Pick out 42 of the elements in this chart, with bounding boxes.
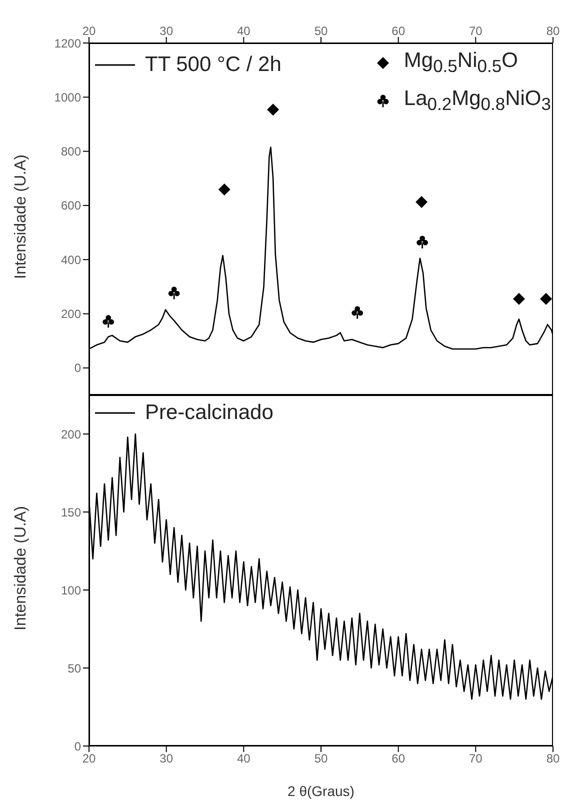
x-tick-label: 80 xyxy=(546,24,560,38)
y-tick-label: 400 xyxy=(60,252,82,267)
point xyxy=(267,104,280,116)
x-axis-title: 2 θ(Graus) xyxy=(288,783,354,799)
y-tick-label: 100 xyxy=(60,583,82,598)
y-axis-title: Intensidade (U.A) xyxy=(12,506,30,630)
legend-label: Mg$_{0.5}$Ni$_{0.5}$O xyxy=(404,49,518,78)
y-tick-label: 150 xyxy=(60,505,82,520)
y-tick-label: 0 xyxy=(74,739,82,754)
y-tick-label: 200 xyxy=(60,307,82,322)
x-tick-label: 70 xyxy=(468,752,483,766)
y-tick-label: 1200 xyxy=(54,36,82,50)
x-tick-label: 40 xyxy=(236,752,251,766)
y-tick-label: 200 xyxy=(60,427,82,442)
x-tick-label: 30 xyxy=(160,24,174,38)
point xyxy=(218,183,230,196)
y-tick-label: 600 xyxy=(60,198,82,213)
y-axis-title: Intensidade (U.A) xyxy=(12,154,30,279)
y-tick-label: 50 xyxy=(68,661,82,676)
point xyxy=(512,292,525,305)
x-tick-label: 70 xyxy=(468,24,483,38)
y-tick-label: 0 xyxy=(74,361,82,376)
x-tick-label: 30 xyxy=(160,752,174,766)
point xyxy=(540,292,552,305)
legend-label: Pre-calcinado xyxy=(145,401,274,425)
x-tick-label: 20 xyxy=(82,752,96,766)
x-tick-label: 60 xyxy=(392,752,406,766)
x-tick-label: 80 xyxy=(546,752,560,766)
x-tick-label: 50 xyxy=(314,24,328,38)
y-tick-label: 800 xyxy=(60,144,82,159)
y-tick-label: 1000 xyxy=(54,90,82,104)
x-tick-label: 20 xyxy=(82,24,96,38)
legend-label: TT 500 °C / 2h xyxy=(145,53,282,77)
point xyxy=(416,196,428,208)
x-tick-label: 60 xyxy=(392,24,406,38)
x-tick-label: 50 xyxy=(314,752,328,766)
x-tick-label: 40 xyxy=(236,24,251,38)
point xyxy=(168,286,180,300)
point xyxy=(352,306,364,319)
legend-label: La$_{0.2}$Mg$_{0.8}$NiO$_{3}$ xyxy=(404,87,551,116)
point xyxy=(102,315,114,328)
point xyxy=(416,236,428,248)
